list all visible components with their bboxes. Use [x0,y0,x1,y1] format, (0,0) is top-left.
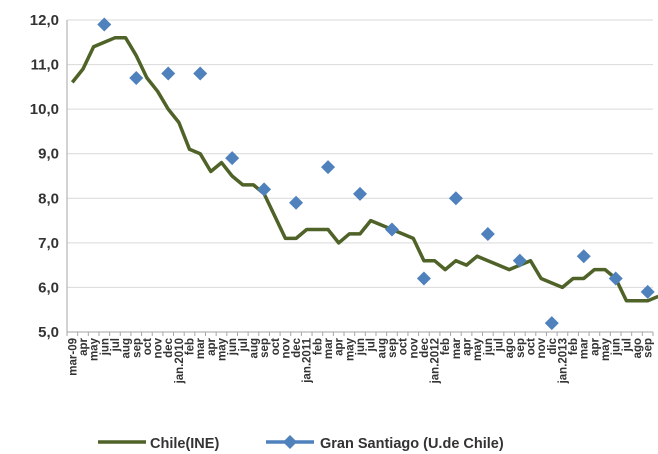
x-tick-label: aug [121,338,133,358]
data-point-gran-santiago [544,316,559,331]
data-point-gran-santiago [193,66,208,81]
x-tick-label: jul [494,338,506,352]
y-tick-label: 12,0 [30,12,59,29]
x-tick-label: jun [611,338,623,356]
x-tick-label: jun [355,338,367,356]
data-point-gran-santiago [289,195,304,210]
x-tick-label: jul [110,338,122,352]
grid-layer [67,19,653,288]
x-tick-label: may [344,337,356,361]
legend-label-chile-ine: Chile(INE) [150,436,219,452]
legend: Chile(INE) Gran Santiago (U.de Chile) [98,435,504,452]
x-tick-label: may [89,337,101,361]
x-tick-label: jul [238,338,250,352]
x-tick-label: jul [366,338,378,352]
data-point-gran-santiago [353,186,367,201]
data-point-gran-santiago [576,249,591,264]
data-point-gran-santiago [448,191,463,206]
y-tick-label: 10,0 [30,101,59,118]
x-tick-label: oct [398,338,410,355]
y-axis: 5,0 6,0 7,0 8,0 9,0 10,0 11,0 12,0 [30,12,68,341]
x-tick-label: mar-09 [67,338,79,376]
x-tick-label: aug [376,338,388,358]
x-tick-label: sep [131,338,143,358]
x-tick-label: mar [195,337,207,359]
x-tick-label: oct [142,338,154,355]
y-tick-label: 9,0 [38,146,59,163]
x-tick-label: jul [621,338,633,352]
y-tick-label: 8,0 [38,190,59,207]
x-tick-label: nov [536,337,548,358]
x-tick-label: may [472,337,484,361]
x-tick-label: feb [568,338,580,355]
x-tick-label: dec [163,337,175,357]
legend-label-gran-santiago: Gran Santiago (U.de Chile) [320,436,504,452]
x-tick-label: jan.2011 [302,337,314,383]
x-tick-label: sep [643,338,655,358]
data-point-gran-santiago [321,160,336,175]
x-tick-label: jan.2013 [557,338,569,384]
x-tick-label: nov [153,337,165,358]
data-point-gran-santiago [97,17,112,32]
x-tick-label: aug [248,338,260,358]
x-tick-label: sep [259,338,271,358]
x-tick-label: jun [227,338,239,356]
x-tick-label: mar [451,337,463,359]
data-point-gran-santiago [416,271,431,286]
x-tick-label: ago [632,338,644,358]
x-tick-label: nov [408,337,420,358]
x-tick-label: apr [78,337,90,355]
x-tick-label: feb [312,338,324,355]
x-tick-label: dec [291,337,303,357]
x-tick-label: ago [504,338,516,358]
data-point-gran-santiago [129,70,144,85]
y-tick-label: 7,0 [38,235,59,252]
x-tick-label: jan.2010 [174,338,186,384]
data-point-gran-santiago [225,151,240,166]
x-tick-label: nov [280,337,292,358]
data-point-gran-santiago [161,66,176,81]
x-tick-label: apr [462,337,474,355]
x-tick-label: mar [323,337,335,359]
x-tick-label: jun [99,338,111,356]
data-point-gran-santiago [384,222,399,237]
x-tick-label: apr [206,337,218,355]
y-tick-label: 6,0 [38,279,59,296]
series-layer [70,17,658,331]
x-tick-label: jan.2012 [430,338,442,384]
x-tick-label: sep [387,338,399,358]
data-point-gran-santiago [480,226,495,241]
series-line-chile-ine [70,36,658,303]
data-point-gran-santiago [608,271,623,286]
x-tick-label: oct [270,338,282,355]
x-tick-label: oct [525,338,537,355]
x-tick-label: feb [440,338,452,355]
x-tick-label: feb [185,338,197,355]
y-tick-label: 5,0 [38,324,59,341]
x-tick-label: sep [515,338,527,358]
x-tick-label: may [216,337,228,361]
x-tick-label: dic [547,337,559,354]
x-tick-label: apr [334,337,346,355]
y-tick-label: 11,0 [31,57,59,74]
x-axis: mar-09aprmayjunjulaugsepoctnovdecjan.201… [66,331,655,384]
x-tick-label: dec [419,337,431,357]
data-point-gran-santiago [512,253,527,268]
x-tick-label: may [600,337,612,361]
x-tick-label: apr [589,337,601,355]
data-point-gran-santiago [257,182,272,197]
x-tick-label: mar [579,337,591,359]
legend-swatch-marker-gran-santiago [283,435,297,449]
x-tick-label: jun [483,338,495,356]
data-point-gran-santiago [640,284,655,299]
